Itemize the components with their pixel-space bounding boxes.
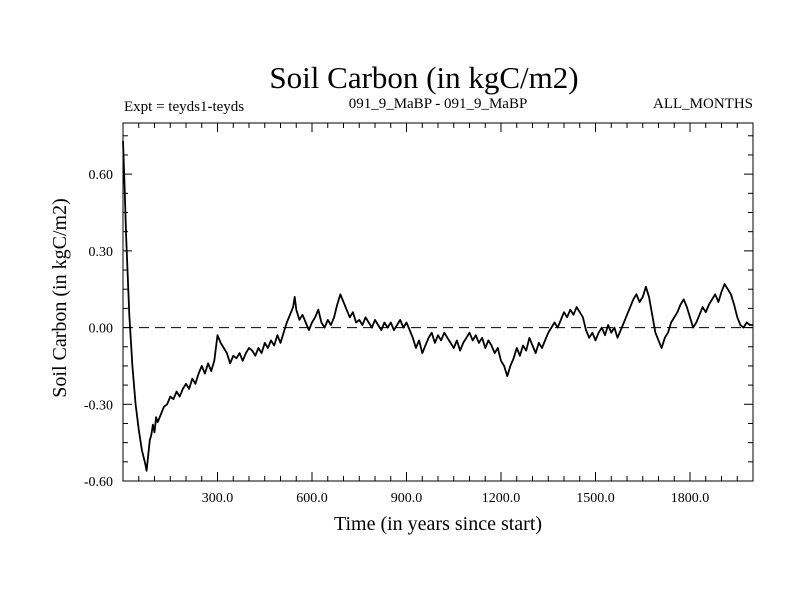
x-tick-label: 600.0 [296, 491, 328, 506]
y-tick-label: 0.00 [89, 322, 114, 337]
subtitle-right: ALL_MONTHS [653, 96, 753, 112]
x-axis-label: Time (in years since start) [334, 513, 542, 535]
plot-area [123, 123, 753, 481]
y-axis-label: Soil Carbon (in kgC/m2) [49, 198, 71, 397]
plot-frame [123, 123, 753, 481]
x-tick-label: 1200.0 [482, 491, 521, 506]
y-tick-label: 0.30 [89, 245, 114, 260]
x-tick-label: 1800.0 [671, 491, 710, 506]
x-tick-label: 300.0 [202, 491, 234, 506]
x-tick-label: 1500.0 [576, 491, 615, 506]
y-tick-label: -0.60 [84, 475, 113, 490]
y-tick-label: 0.60 [89, 168, 114, 183]
chart-svg: Soil Carbon (in kgC/m2) Expt = teyds1-te… [0, 0, 800, 600]
chart-title: Soil Carbon (in kgC/m2) [269, 60, 578, 95]
x-tick-label: 900.0 [391, 491, 423, 506]
subtitle-left: Expt = teyds1-teyds [124, 99, 244, 115]
series-line-soil-carbon [123, 141, 753, 471]
y-tick-label: -0.30 [84, 398, 113, 413]
subtitle-center: 091_9_MaBP - 091_9_MaBP [349, 96, 528, 112]
